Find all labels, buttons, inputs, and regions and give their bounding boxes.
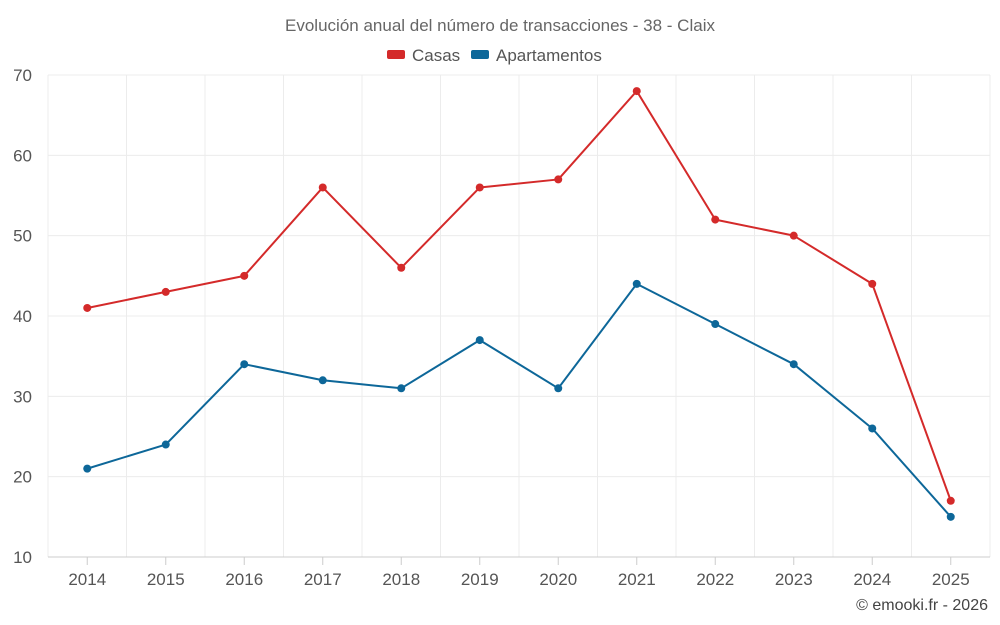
data-point-apartamentos[interactable]	[711, 320, 720, 329]
data-point-casas[interactable]	[475, 183, 484, 192]
grid	[47, 74, 991, 557]
data-point-casas[interactable]	[83, 303, 92, 312]
y-tick-label: 40	[13, 307, 32, 326]
y-tick-label: 70	[13, 66, 32, 85]
data-point-apartamentos[interactable]	[632, 279, 641, 288]
x-tick-label: 2022	[696, 570, 734, 589]
series	[83, 87, 955, 521]
legend-label-apartamentos: Apartamentos	[496, 46, 602, 65]
data-point-casas[interactable]	[868, 279, 877, 288]
data-point-casas[interactable]	[397, 263, 406, 272]
legend-label-casas: Casas	[412, 46, 460, 65]
data-point-apartamentos[interactable]	[161, 440, 170, 449]
y-tick-label: 60	[13, 146, 32, 165]
data-point-apartamentos[interactable]	[475, 336, 484, 345]
y-tick-label: 30	[13, 387, 32, 406]
legend-item-casas[interactable]: Casas	[387, 46, 460, 65]
x-tick-label: 2024	[853, 570, 891, 589]
x-tick-label: 2017	[304, 570, 342, 589]
x-tick-label: 2025	[932, 570, 970, 589]
series-casas	[83, 87, 955, 505]
data-point-casas[interactable]	[554, 175, 563, 184]
chart-title: Evolución anual del número de transaccio…	[285, 16, 715, 35]
y-tick-label: 20	[13, 468, 32, 487]
data-point-apartamentos[interactable]	[554, 384, 563, 393]
x-tick-label: 2020	[539, 570, 577, 589]
data-point-casas[interactable]	[632, 87, 641, 96]
data-point-apartamentos[interactable]	[240, 360, 249, 369]
x-tick-label: 2015	[147, 570, 185, 589]
legend-swatch-apartamentos	[471, 50, 489, 59]
axes: 10 20 30 40 50 60 70 2014 2015 2016 2017 2018 2019 20…	[13, 66, 990, 589]
data-point-casas[interactable]	[161, 287, 170, 296]
data-point-apartamentos[interactable]	[397, 384, 406, 393]
data-point-casas[interactable]	[711, 215, 720, 224]
series-line-apartamentos	[86, 282, 952, 518]
data-point-apartamentos[interactable]	[318, 376, 327, 385]
x-tick-label: 2023	[775, 570, 813, 589]
series-apartamentos	[83, 279, 955, 521]
data-point-casas[interactable]	[946, 496, 955, 505]
x-tick-label: 2014	[68, 570, 106, 589]
series-line-casas	[87, 90, 952, 502]
data-point-apartamentos[interactable]	[789, 360, 798, 369]
x-tick-label: 2021	[618, 570, 656, 589]
x-tick-label: 2019	[461, 570, 499, 589]
credit-text: © emooki.fr - 2026	[856, 597, 988, 614]
data-point-casas[interactable]	[789, 231, 798, 240]
legend: Casas Apartamentos	[387, 46, 602, 65]
x-tick-label: 2018	[382, 570, 420, 589]
data-point-casas[interactable]	[240, 271, 249, 280]
data-point-apartamentos[interactable]	[946, 512, 955, 521]
data-point-apartamentos[interactable]	[83, 464, 92, 473]
x-tick-label: 2016	[225, 570, 263, 589]
data-point-casas[interactable]	[318, 183, 327, 192]
y-tick-label: 10	[13, 548, 32, 567]
data-point-apartamentos[interactable]	[868, 424, 877, 433]
legend-swatch-casas	[387, 50, 405, 59]
y-tick-label: 50	[13, 227, 32, 246]
legend-item-apartamentos[interactable]: Apartamentos	[471, 46, 602, 65]
